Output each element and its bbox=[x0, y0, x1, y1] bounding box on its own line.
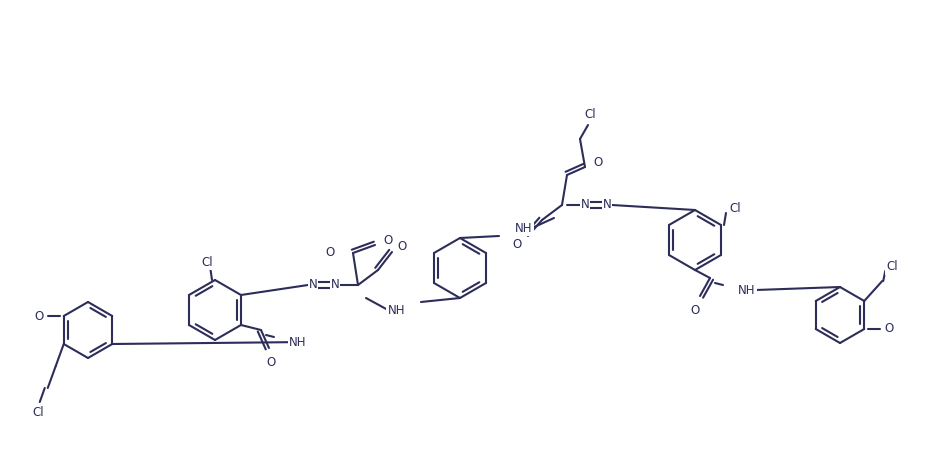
Text: NH: NH bbox=[738, 284, 756, 297]
Text: NH: NH bbox=[289, 336, 306, 348]
Text: O: O bbox=[690, 304, 699, 317]
Text: O: O bbox=[266, 356, 275, 369]
Text: Cl: Cl bbox=[201, 256, 212, 268]
Text: N: N bbox=[603, 198, 611, 211]
Text: Cl: Cl bbox=[886, 260, 898, 274]
Text: N: N bbox=[581, 198, 589, 211]
Text: O: O bbox=[512, 238, 522, 250]
Text: O: O bbox=[885, 323, 894, 336]
Text: O: O bbox=[326, 247, 335, 259]
Text: N: N bbox=[308, 278, 318, 291]
Text: NH: NH bbox=[387, 304, 405, 317]
Text: Cl: Cl bbox=[729, 202, 741, 216]
Text: N: N bbox=[331, 278, 339, 291]
Text: Cl: Cl bbox=[584, 108, 596, 121]
Text: O: O bbox=[397, 240, 406, 254]
Text: NH: NH bbox=[515, 221, 532, 235]
Text: O: O bbox=[383, 234, 392, 247]
Text: O: O bbox=[593, 156, 603, 169]
Text: O: O bbox=[35, 309, 44, 323]
Text: Cl: Cl bbox=[32, 406, 43, 419]
